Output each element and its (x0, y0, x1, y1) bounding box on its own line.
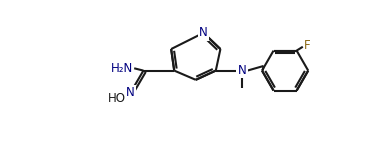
Text: F: F (303, 40, 310, 52)
Text: HO: HO (108, 92, 126, 105)
Text: N: N (238, 64, 246, 77)
Text: N: N (199, 26, 208, 39)
Text: N: N (126, 86, 135, 99)
Text: H₂N: H₂N (111, 62, 133, 75)
